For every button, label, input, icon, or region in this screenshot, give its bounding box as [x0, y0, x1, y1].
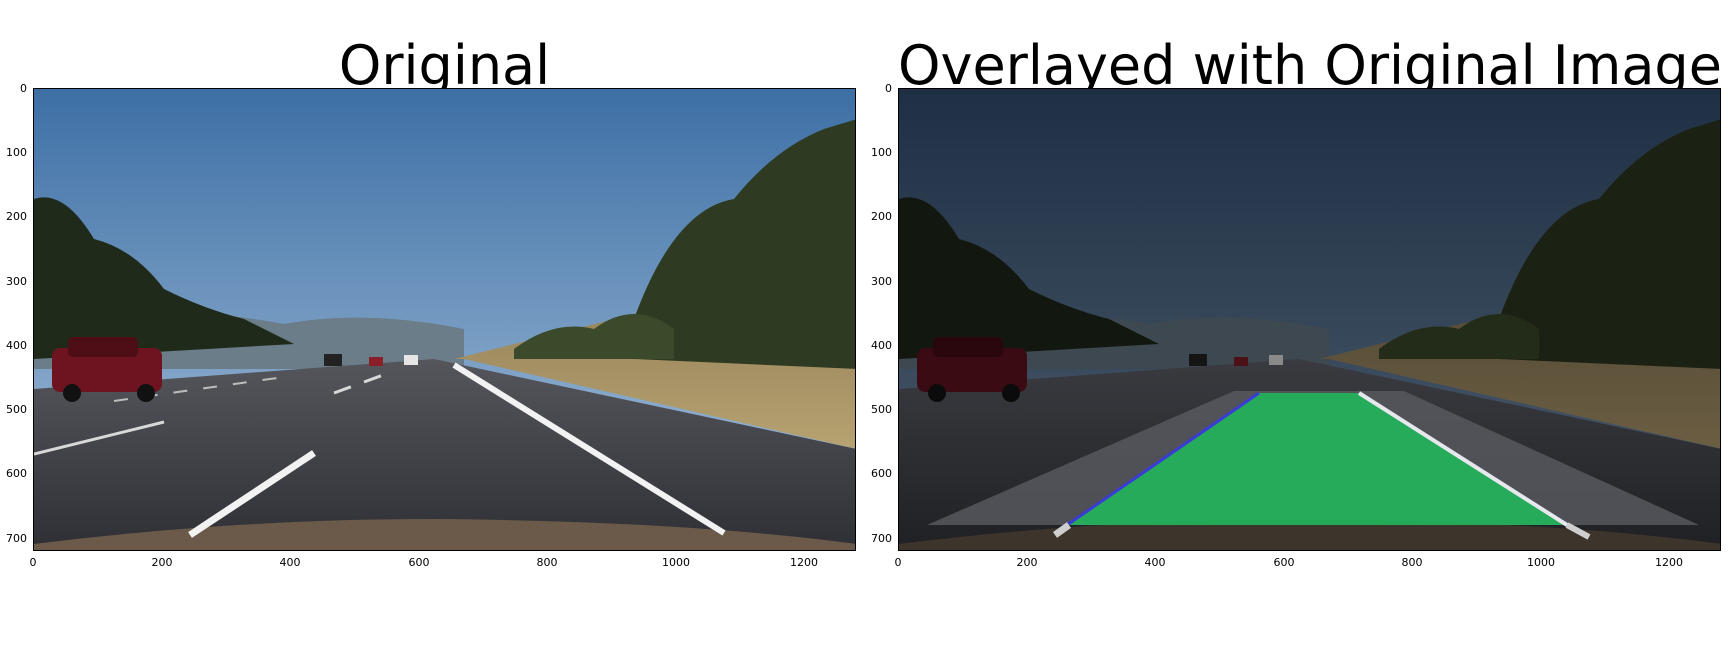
panel-title: Overlayed with Original Image	[898, 34, 1722, 97]
y-tick-label: 700	[871, 532, 892, 545]
x-tick-label: 600	[408, 556, 430, 569]
x-tick-label: 1200	[1655, 556, 1683, 569]
x-tick-label: 600	[1273, 556, 1295, 569]
panel-title: Original	[338, 34, 551, 97]
y-tick-label: 100	[6, 146, 27, 159]
y-tick-label: 400	[6, 339, 27, 352]
x-tick-label: 1000	[662, 556, 690, 569]
x-tick-label: 0	[29, 556, 37, 569]
road-scene-overlay-image	[899, 89, 1720, 550]
x-tick-label: 0	[894, 556, 902, 569]
image-axes	[898, 88, 1721, 551]
y-tick-label: 400	[871, 339, 892, 352]
y-tick-label: 500	[6, 403, 27, 416]
x-tick-label: 1200	[790, 556, 818, 569]
panel-overlay: Overlayed with Original Image	[864, 0, 1728, 648]
image-axes	[33, 88, 856, 551]
y-tick-label: 0	[885, 82, 892, 95]
y-tick-label: 600	[6, 467, 27, 480]
x-tick-label: 200	[151, 556, 173, 569]
y-tick-label: 200	[871, 210, 892, 223]
y-tick-label: 700	[6, 532, 27, 545]
y-tick-label: 300	[871, 275, 892, 288]
x-tick-label: 200	[1016, 556, 1038, 569]
y-tick-label: 0	[20, 82, 27, 95]
road-scene-image	[34, 89, 855, 550]
x-tick-label: 400	[279, 556, 301, 569]
y-tick-label: 600	[871, 467, 892, 480]
x-tick-label: 800	[1401, 556, 1423, 569]
lane-area	[1067, 393, 1567, 525]
x-tick-label: 800	[536, 556, 558, 569]
y-tick-label: 200	[6, 210, 27, 223]
panel-original: Original	[6, 34, 856, 569]
y-tick-label: 100	[871, 146, 892, 159]
y-tick-label: 500	[871, 403, 892, 416]
y-tick-label: 300	[6, 275, 27, 288]
x-tick-label: 1000	[1527, 556, 1555, 569]
x-tick-label: 400	[1144, 556, 1166, 569]
